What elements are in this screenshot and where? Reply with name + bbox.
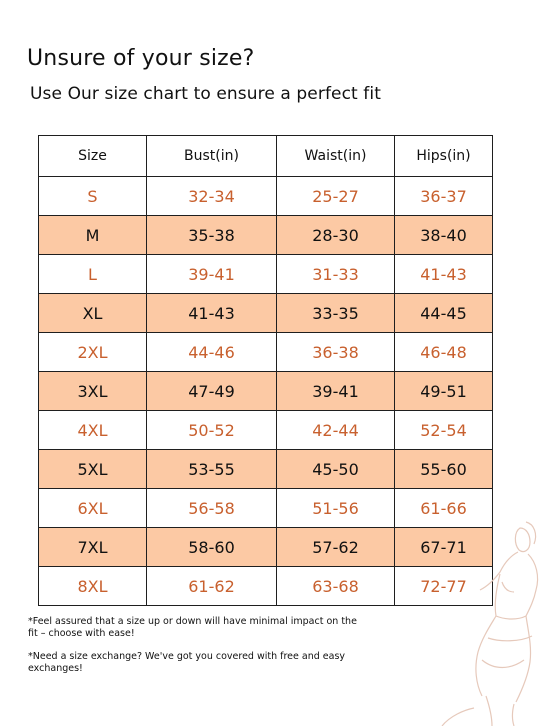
note-size-flexibility: *Feel assured that a size up or down wil… [28,616,357,639]
cell-size: L [38,254,147,294]
cell-hips: 44-45 [394,293,493,333]
cell-size: S [38,176,147,216]
cell-bust: 41-43 [146,293,277,333]
cell-waist: 57-62 [276,527,395,567]
cell-bust: 44-46 [146,332,277,372]
cell-waist: 51-56 [276,488,395,528]
cell-waist: 39-41 [276,371,395,411]
table-row: XL 41-43 33-35 44-45 [38,293,493,333]
table-row: 5XL 53-55 45-50 55-60 [38,449,493,489]
cell-hips: 52-54 [394,410,493,450]
cell-bust: 58-60 [146,527,277,567]
footnotes: *Feel assured that a size up or down wil… [28,616,358,686]
header-bust: Bust(in) [146,135,277,177]
cell-size: 2XL [38,332,147,372]
cell-hips: 72-77 [394,566,493,606]
cell-bust: 53-55 [146,449,277,489]
table-row: 6XL 56-58 51-56 61-66 [38,488,493,528]
cell-bust: 39-41 [146,254,277,294]
cell-hips: 46-48 [394,332,493,372]
note-exchange: *Need a size exchange? We've got you cov… [28,651,346,674]
cell-size: M [38,215,147,255]
cell-waist: 42-44 [276,410,395,450]
body-outline-illustration-icon [441,521,539,726]
cell-waist: 63-68 [276,566,395,606]
cell-size: 3XL [38,371,147,411]
cell-size: 7XL [38,527,147,567]
cell-bust: 47-49 [146,371,277,411]
cell-waist: 33-35 [276,293,395,333]
cell-waist: 28-30 [276,215,395,255]
cell-waist: 25-27 [276,176,395,216]
table-row: 8XL 61-62 63-68 72-77 [38,566,493,606]
cell-waist: 45-50 [276,449,395,489]
table-row: 4XL 50-52 42-44 52-54 [38,410,493,450]
table-row: L 39-41 31-33 41-43 [38,254,493,294]
cell-bust: 50-52 [146,410,277,450]
table-row: 3XL 47-49 39-41 49-51 [38,371,493,411]
cell-hips: 49-51 [394,371,493,411]
table-header-row: Size Bust(in) Waist(in) Hips(in) [38,135,493,177]
cell-hips: 36-37 [394,176,493,216]
table-row: 2XL 44-46 36-38 46-48 [38,332,493,372]
table-row: M 35-38 28-30 38-40 [38,215,493,255]
cell-size: 4XL [38,410,147,450]
cell-hips: 55-60 [394,449,493,489]
cell-size: 8XL [38,566,147,606]
cell-size: 6XL [38,488,147,528]
table-row: 7XL 58-60 57-62 67-71 [38,527,493,567]
cell-bust: 35-38 [146,215,277,255]
cell-bust: 56-58 [146,488,277,528]
page-title: Unsure of your size? [27,46,255,71]
cell-hips: 41-43 [394,254,493,294]
cell-hips: 38-40 [394,215,493,255]
cell-bust: 32-34 [146,176,277,216]
cell-hips: 61-66 [394,488,493,528]
header-hips: Hips(in) [394,135,493,177]
page-subtitle: Use Our size chart to ensure a perfect f… [30,84,381,104]
cell-waist: 31-33 [276,254,395,294]
cell-waist: 36-38 [276,332,395,372]
cell-bust: 61-62 [146,566,277,606]
header-waist: Waist(in) [276,135,395,177]
cell-size: XL [38,293,147,333]
cell-size: 5XL [38,449,147,489]
cell-hips: 67-71 [394,527,493,567]
table-row: S 32-34 25-27 36-37 [38,176,493,216]
header-size: Size [38,135,147,177]
size-chart-table: Size Bust(in) Waist(in) Hips(in) S 32-34… [38,135,493,606]
